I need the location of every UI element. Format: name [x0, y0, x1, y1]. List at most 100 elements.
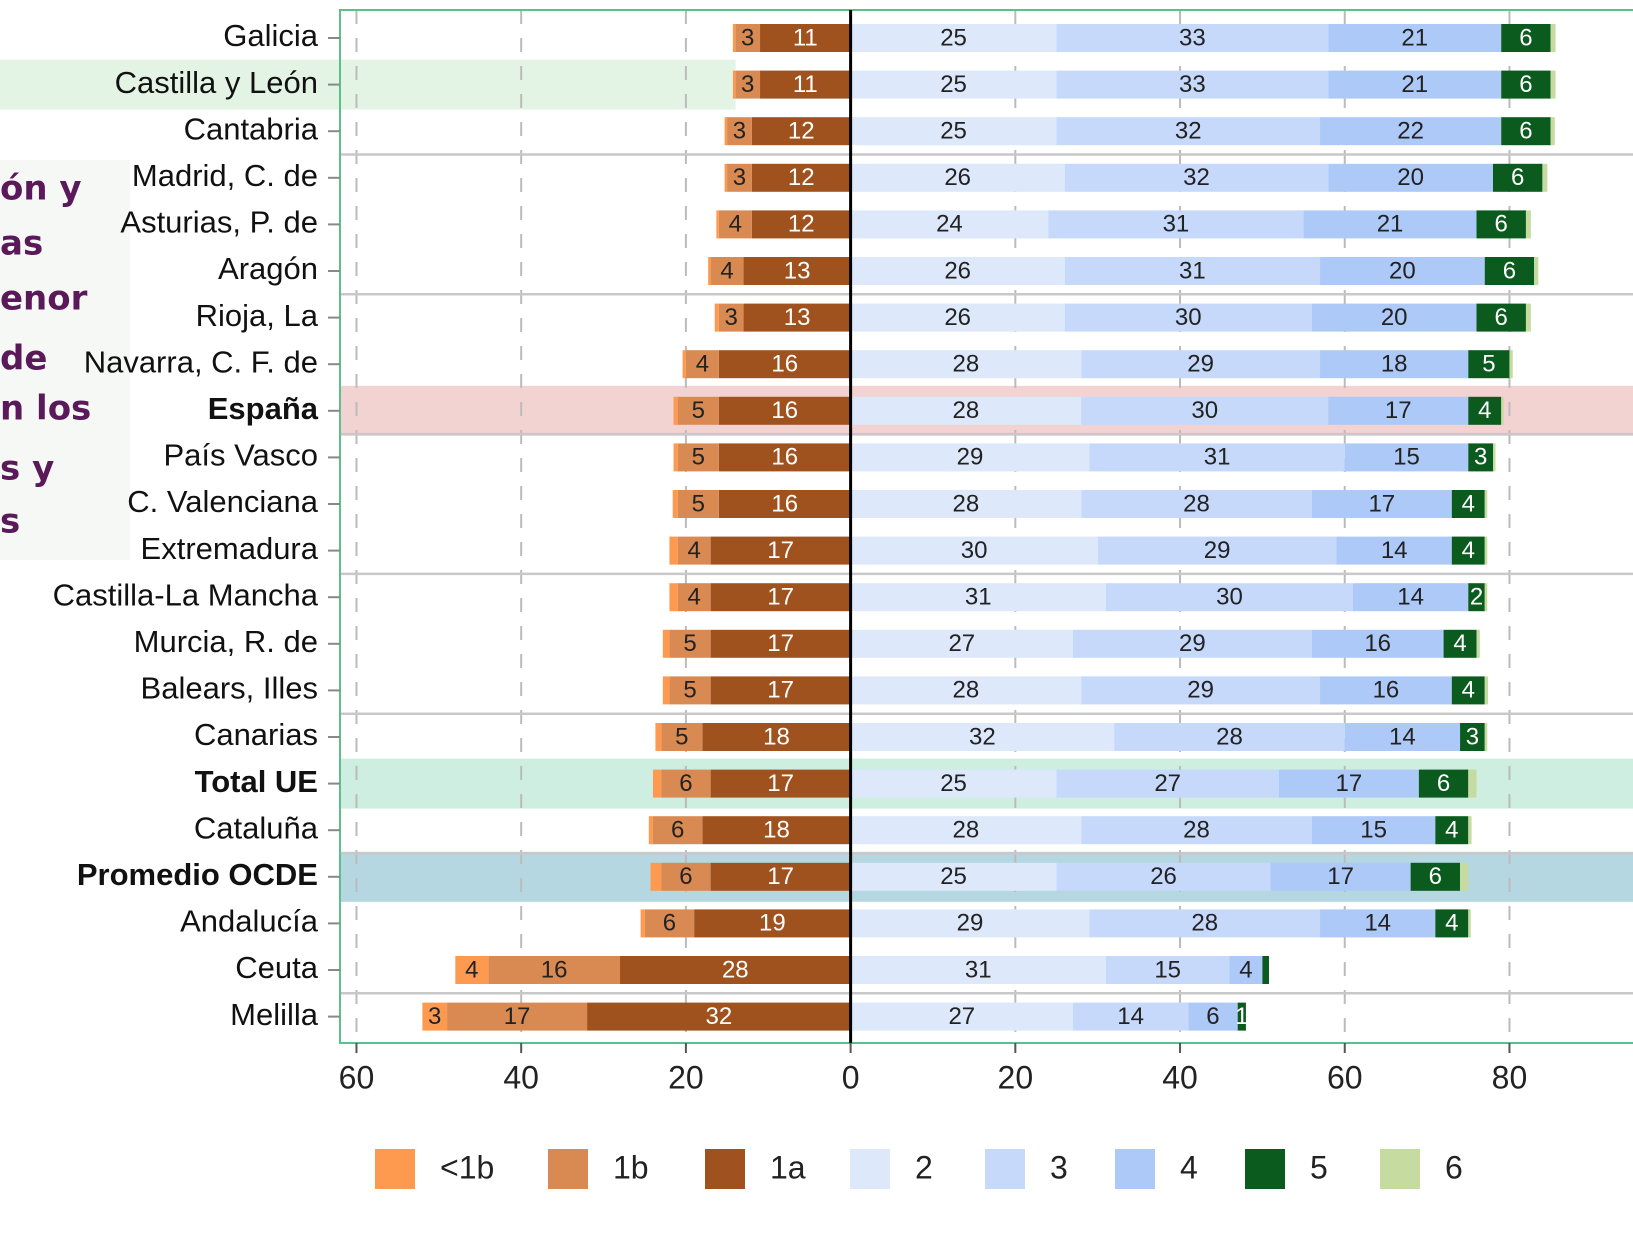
- bar-segment: [669, 583, 678, 612]
- bar-segment: [724, 117, 728, 146]
- bar-segment: [661, 723, 703, 751]
- bar-segment: [850, 909, 1090, 938]
- category-label: Castilla-La Mancha: [53, 577, 319, 612]
- bar-segment: [1492, 443, 1496, 472]
- bar-segment: [1262, 956, 1269, 984]
- bar-segment: [677, 396, 719, 425]
- bar-segment: [1089, 909, 1321, 938]
- bar-segment: [1188, 1002, 1238, 1031]
- value-label: 4: [1462, 490, 1475, 517]
- value-label: 20: [1397, 164, 1424, 191]
- bar-segment: [850, 1002, 1073, 1031]
- bar-segment: [682, 350, 686, 379]
- value-label: 4: [465, 956, 478, 983]
- bar-segment: [1081, 816, 1312, 845]
- value-label: 4: [1462, 677, 1475, 704]
- bar-segment: [1056, 70, 1329, 99]
- category-label: Murcia, R. de: [134, 624, 318, 659]
- bar-segment: [1081, 676, 1321, 705]
- value-label: 4: [1478, 397, 1491, 424]
- value-label: 28: [953, 397, 980, 424]
- bar-segment: [850, 443, 1090, 472]
- value-label: 24: [936, 211, 963, 238]
- bar-segment: [1484, 257, 1535, 285]
- bar-segment: [710, 629, 851, 658]
- category-label: España: [208, 391, 319, 426]
- value-label: 12: [788, 211, 815, 238]
- value-label: 4: [1445, 910, 1458, 937]
- value-label: 16: [771, 490, 798, 517]
- x-tick-label: 0: [842, 1059, 860, 1095]
- bar-segment: [1435, 909, 1469, 938]
- value-label: 6: [1519, 24, 1532, 51]
- value-label: 17: [1385, 397, 1412, 424]
- bar-segment: [743, 257, 851, 285]
- bar-segment: [850, 723, 1115, 751]
- bar-segment: [1525, 210, 1531, 239]
- value-label: 6: [671, 817, 684, 844]
- value-label: 29: [1187, 351, 1214, 378]
- bar-segment: [1492, 163, 1543, 192]
- legend-swatch: [1245, 1149, 1285, 1189]
- value-label: 17: [767, 584, 794, 611]
- value-label: 33: [1179, 71, 1206, 98]
- x-tick-label: 80: [1492, 1059, 1528, 1095]
- bar-segment: [850, 956, 1106, 984]
- bar-segment: [1081, 490, 1312, 518]
- bar-segment: [1468, 816, 1472, 845]
- bar-segment: [1501, 70, 1551, 99]
- plot-frame: [339, 9, 1633, 1044]
- legend-label: 4: [1180, 1149, 1198, 1185]
- bar-segment: [850, 70, 1057, 99]
- value-label: 2: [1470, 584, 1483, 611]
- category-label: Cantabria: [184, 111, 319, 146]
- bar-segment: [1089, 443, 1345, 472]
- category-label: Canarias: [194, 717, 318, 752]
- bar-segment: [1097, 536, 1337, 565]
- legend-swatch: [985, 1149, 1025, 1189]
- value-label: 16: [771, 397, 798, 424]
- value-label: 31: [1204, 444, 1231, 471]
- value-label: 4: [696, 351, 709, 378]
- bar-segment: [669, 676, 711, 705]
- bar-segment: [669, 536, 678, 565]
- bar-segment: [751, 210, 851, 239]
- bar-segment: [662, 629, 670, 658]
- bar-segment: [1320, 350, 1469, 379]
- value-label: 18: [1381, 351, 1408, 378]
- bar-segment: [735, 24, 761, 52]
- bar-segment: [652, 816, 703, 845]
- value-label: 5: [692, 444, 705, 471]
- bar-segment: [1311, 490, 1452, 518]
- value-label: 25: [940, 71, 967, 98]
- legend-label: 5: [1310, 1149, 1328, 1185]
- value-label: 30: [961, 537, 988, 564]
- x-tick-label: 60: [1327, 1059, 1363, 1095]
- bar-segment: [1468, 769, 1477, 798]
- value-label: 15: [1360, 817, 1387, 844]
- bar-segment: [661, 769, 711, 798]
- bar-segment: [1328, 396, 1469, 425]
- bar-segment: [644, 909, 695, 938]
- value-label: 28: [953, 817, 980, 844]
- category-label: Balears, Illes: [141, 671, 318, 706]
- value-label: 3: [1474, 444, 1487, 471]
- bar-segment: [1550, 117, 1555, 146]
- bar-segment: [447, 1002, 588, 1031]
- bar-segment: [1410, 862, 1461, 891]
- bar-segment: [1501, 117, 1551, 146]
- bar-segment: [1320, 676, 1452, 705]
- bar-segment: [1311, 303, 1477, 332]
- bar-segment: [1534, 257, 1539, 285]
- bar-segment: [1443, 629, 1477, 658]
- value-label: 11: [793, 71, 818, 98]
- value-label: 16: [1364, 630, 1391, 657]
- bar-segment: [1328, 70, 1502, 99]
- bar-segment: [1484, 676, 1489, 705]
- value-label: 14: [1381, 537, 1408, 564]
- overlay-text: ón y: [0, 169, 82, 209]
- bar-segment: [652, 769, 662, 798]
- bar-segment: [1056, 24, 1329, 52]
- value-label: 31: [965, 584, 992, 611]
- value-label: 17: [767, 630, 794, 657]
